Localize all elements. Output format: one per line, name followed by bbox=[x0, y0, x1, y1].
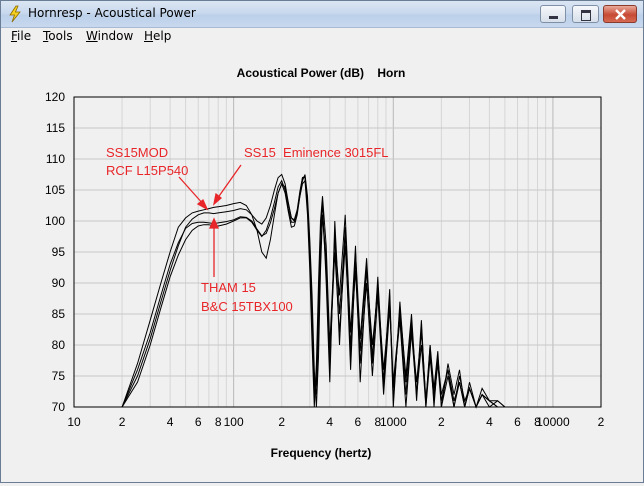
menu-bar: File Tools Window Help bbox=[1, 28, 643, 47]
annotation-ss15mod: SS15MOD RCF L15P540 bbox=[106, 145, 188, 178]
y-tick-label: 80 bbox=[52, 338, 66, 352]
maximize-button[interactable] bbox=[572, 5, 599, 23]
minimize-icon bbox=[549, 16, 558, 19]
annotation-ss15-eminence: SS15 Eminence 3015FL bbox=[244, 145, 389, 160]
arrow-eminence-head bbox=[212, 192, 223, 206]
x-tick-label: 100 bbox=[224, 415, 244, 429]
x-tick-label: 1000 bbox=[380, 415, 407, 429]
arrow-ss15mod-head bbox=[196, 198, 209, 211]
y-tick-label: 90 bbox=[52, 276, 66, 290]
x-tick-label: 4 bbox=[326, 415, 333, 429]
series-line-3 bbox=[121, 179, 506, 409]
chart-title: Acoustical Power (dB) Horn bbox=[237, 66, 406, 80]
annotation-tham15-line1: THAM 15 bbox=[201, 280, 256, 295]
y-tick-label: 75 bbox=[52, 369, 66, 383]
x-tick-label: 8 bbox=[534, 415, 541, 429]
title-bar[interactable]: Hornresp - Acoustical Power bbox=[1, 1, 643, 28]
close-icon bbox=[615, 9, 626, 20]
x-tick-label: 10000 bbox=[536, 415, 570, 429]
window-title: Hornresp - Acoustical Power bbox=[28, 6, 196, 20]
annotation-ss15-eminence-line1: SS15 Eminence 3015FL bbox=[244, 145, 389, 160]
y-tick-label: 105 bbox=[45, 183, 65, 197]
plot-frame bbox=[73, 96, 602, 408]
menu-window[interactable]: Window bbox=[86, 29, 134, 43]
x-tick-label: 4 bbox=[167, 415, 174, 429]
x-tick-label: 6 bbox=[195, 415, 202, 429]
menu-file[interactable]: File bbox=[11, 29, 32, 43]
chart-area: Acoustical Power (dB) Horn 70 75 80 85 90 95 1… bbox=[1, 47, 643, 482]
x-tick-label: 2 bbox=[119, 415, 126, 429]
x-tick-label: 10 bbox=[67, 415, 81, 429]
x-axis-label: Frequency (hertz) bbox=[271, 446, 372, 460]
maximize-icon bbox=[581, 10, 591, 21]
y-tick-label: 95 bbox=[52, 245, 66, 259]
y-tick-label: 120 bbox=[45, 90, 65, 104]
menu-tools[interactable]: Tools bbox=[43, 29, 73, 43]
x-tick-label: 6 bbox=[355, 415, 362, 429]
minimize-button[interactable] bbox=[540, 5, 566, 23]
x-tick-label: 8 bbox=[374, 415, 381, 429]
x-tick-label: 8 bbox=[215, 415, 222, 429]
annotation-ss15mod-line1: SS15MOD bbox=[106, 145, 168, 160]
y-tick-label: 100 bbox=[45, 214, 65, 228]
x-tick-label: 2 bbox=[438, 415, 445, 429]
acoustical-power-chart: Acoustical Power (dB) Horn 70 75 80 85 90 95 1… bbox=[45, 66, 605, 460]
y-tick-label: 115 bbox=[46, 121, 65, 135]
x-tick-label: 2 bbox=[598, 415, 605, 429]
arrow-eminence bbox=[216, 164, 242, 200]
lightning-icon bbox=[9, 5, 21, 23]
annotation-tham15-line2: B&C 15TBX100 bbox=[201, 299, 293, 314]
annotation-tham15: THAM 15 B&C 15TBX100 bbox=[201, 280, 293, 314]
arrow-tham15-head bbox=[208, 217, 220, 229]
x-tick-label: 6 bbox=[514, 415, 521, 429]
series-line-4 bbox=[121, 175, 505, 409]
y-tick-label: 70 bbox=[52, 400, 66, 414]
x-tick-label: 2 bbox=[278, 415, 285, 429]
close-button[interactable] bbox=[603, 5, 637, 23]
menu-help[interactable]: Help bbox=[144, 29, 172, 43]
y-tick-label: 110 bbox=[46, 152, 65, 166]
annotation-arrows bbox=[178, 164, 242, 277]
annotation-ss15mod-line2: RCF L15P540 bbox=[106, 163, 188, 178]
y-tick-label: 85 bbox=[52, 307, 66, 321]
arrow-ss15mod bbox=[178, 176, 205, 206]
x-tick-label: 4 bbox=[486, 415, 493, 429]
